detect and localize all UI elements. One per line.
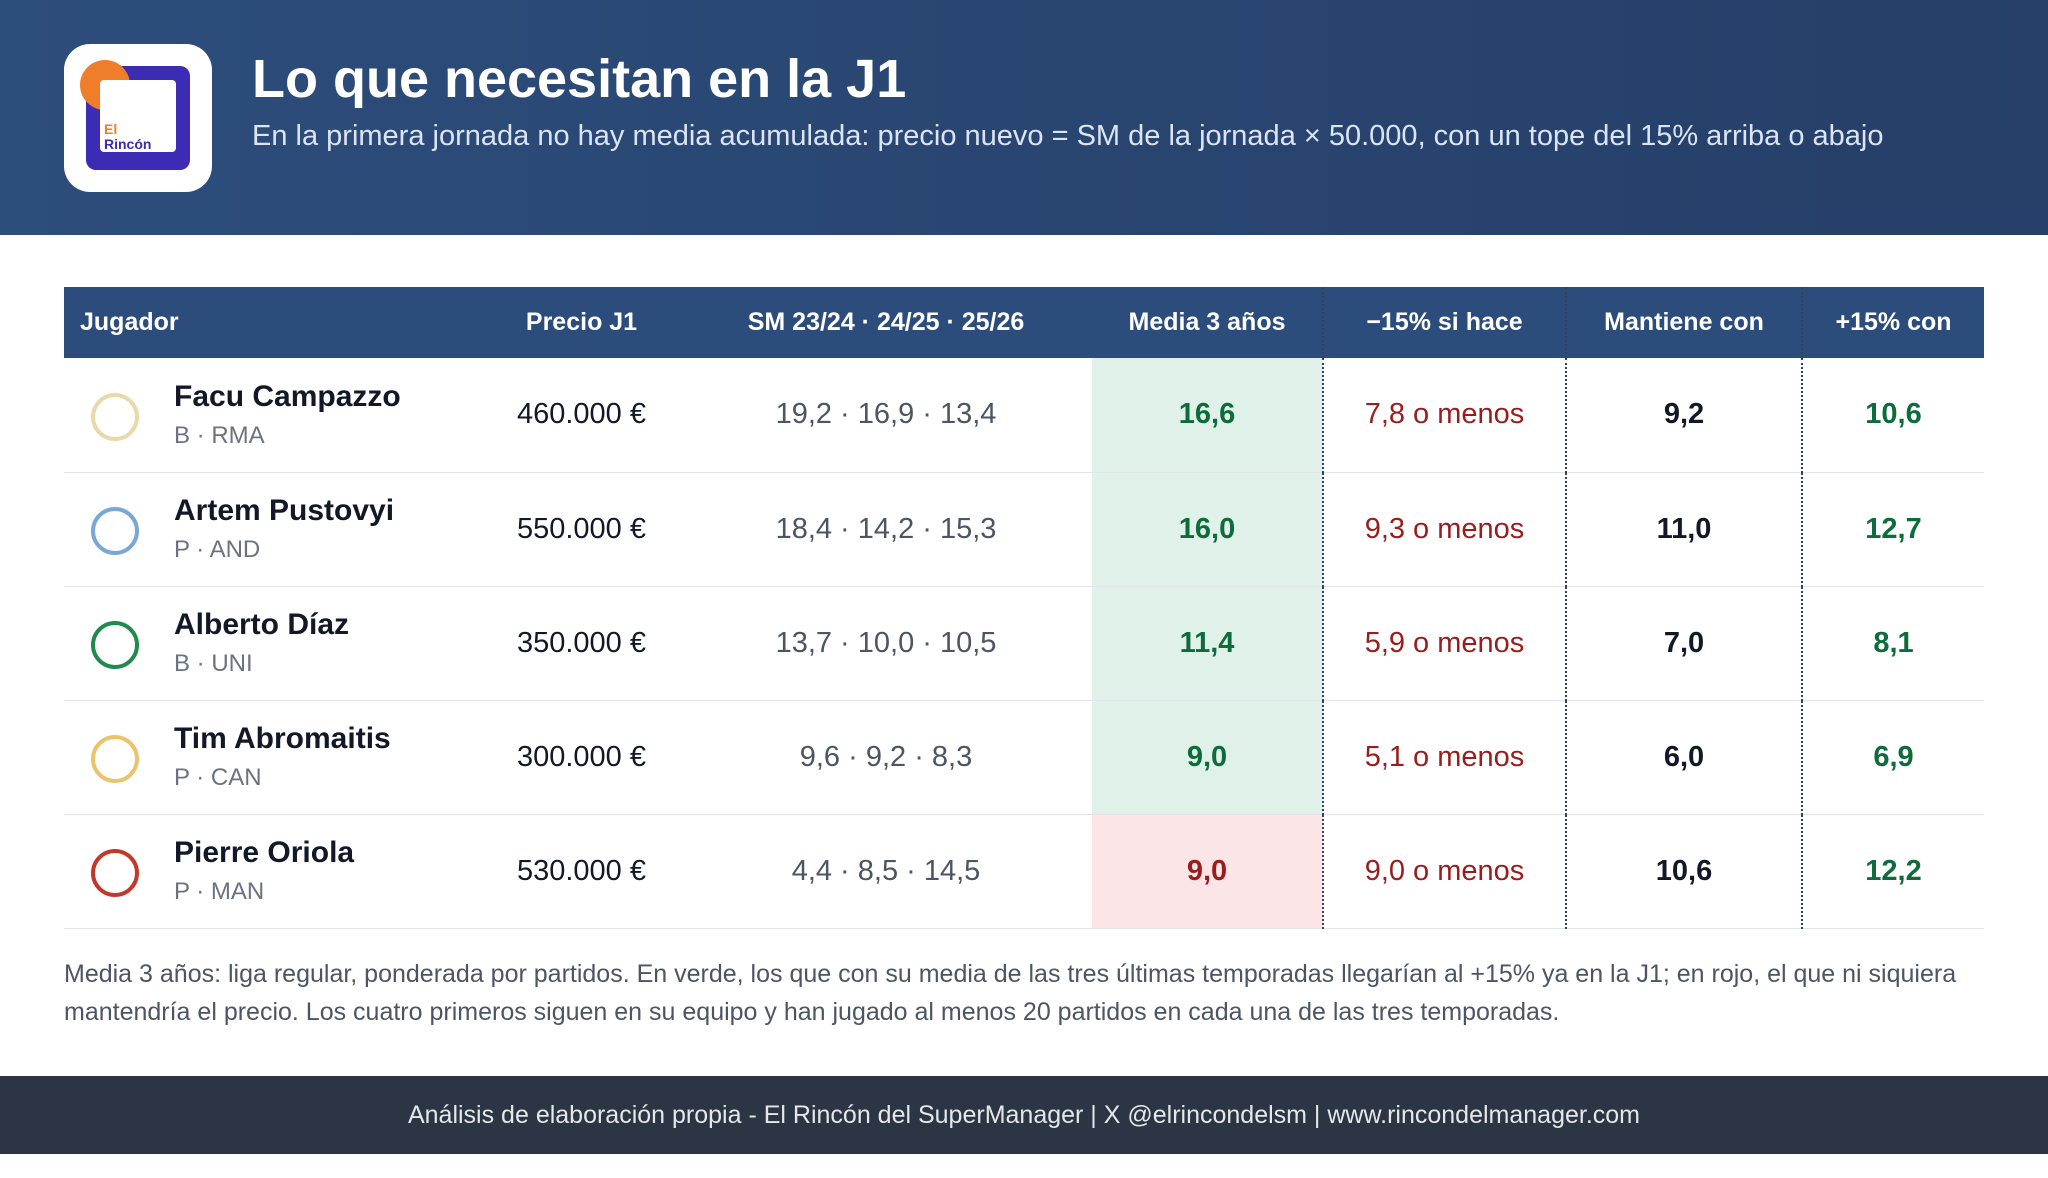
player-name: Facu Campazzo bbox=[174, 379, 401, 413]
table-row: Pierre Oriola P · MAN 530.000 €4,4 · 8,5 ·… bbox=[64, 814, 1984, 929]
note: Media 3 años: liga regular, ponderada po… bbox=[64, 960, 1957, 1026]
footer-text: Análisis de elaboración propia - El Rinc… bbox=[407, 1100, 1641, 1129]
player: Pierre Oriola P · MAN bbox=[64, 836, 483, 906]
minus-15: 9,3 o menos bbox=[1322, 472, 1566, 587]
player-cell: Tim Abromaitis P · CAN bbox=[64, 700, 483, 815]
table-row: Facu Campazzo B · RMA 460.000 €19,2 · 16,9… bbox=[64, 358, 1984, 473]
keep: 6,0 bbox=[1565, 700, 1802, 815]
header: El Rincón Lo que necesitan en la J1 En la… bbox=[0, 0, 2048, 235]
player-meta: P · CAN bbox=[174, 764, 262, 791]
team-logo bbox=[91, 507, 139, 555]
sm-history: 4,4 · 8,5 · 14,5 bbox=[680, 814, 1092, 929]
price: 350.000 € bbox=[483, 586, 680, 701]
plus-15: 6,9 bbox=[1801, 700, 1984, 815]
plus-15: 12,2 bbox=[1801, 814, 1984, 929]
column-header: +15% con bbox=[1801, 287, 1984, 358]
player-info: Alberto Díaz B · UNI bbox=[174, 608, 349, 678]
table-row: Tim Abromaitis P · CAN 300.000 €9,6 · 9,2 … bbox=[64, 700, 1984, 815]
team-logo bbox=[91, 735, 139, 783]
table-row: Alberto Díaz B · UNI 350.000 €13,7 · 10,0 … bbox=[64, 586, 1984, 701]
minus-15: 7,8 o menos bbox=[1322, 358, 1566, 473]
header-row: Jugador Precio J1 SM 23/24 · 24/25 · 25/26… bbox=[64, 287, 1984, 358]
minus-15: 5,9 o menos bbox=[1322, 586, 1566, 701]
media: 9,0 bbox=[1092, 814, 1323, 929]
footer: Análisis de elaboración propia - El Rinc… bbox=[0, 1076, 2048, 1154]
plus-15: 8,1 bbox=[1801, 586, 1984, 701]
player: Alberto Díaz B · UNI bbox=[64, 608, 483, 678]
minus-15: 5,1 o menos bbox=[1322, 700, 1566, 815]
media: 9,0 bbox=[1092, 700, 1323, 815]
team-logo bbox=[91, 621, 139, 669]
logo-text: El bbox=[104, 121, 118, 137]
player-meta: P · AND bbox=[174, 536, 261, 563]
team-logo-shape bbox=[91, 735, 139, 783]
player-cell: Artem Pustovyi P · AND bbox=[64, 472, 483, 587]
media: 16,0 bbox=[1092, 472, 1323, 587]
minus-15: 9,0 o menos bbox=[1322, 814, 1566, 929]
keep: 7,0 bbox=[1565, 586, 1802, 701]
player-meta: B · UNI bbox=[174, 650, 253, 677]
table: Jugador Precio J1 SM 23/24 · 24/25 · 25/26… bbox=[64, 287, 1984, 929]
sm-history: 9,6 · 9,2 · 8,3 bbox=[680, 700, 1092, 815]
column-header: Mantiene con bbox=[1565, 287, 1802, 358]
plus-15: 10,6 bbox=[1801, 358, 1984, 473]
logo-text: Rincón bbox=[104, 136, 152, 152]
sm-history: 13,7 · 10,0 · 10,5 bbox=[680, 586, 1092, 701]
keep: 11,0 bbox=[1565, 472, 1802, 587]
player-meta: P · MAN bbox=[174, 878, 265, 905]
price: 460.000 € bbox=[483, 358, 680, 473]
media: 11,4 bbox=[1092, 586, 1323, 701]
price: 300.000 € bbox=[483, 700, 680, 815]
player-name: Tim Abromaitis bbox=[174, 722, 391, 755]
team-logo-shape bbox=[91, 507, 139, 555]
player-info: Artem Pustovyi P · AND bbox=[174, 494, 394, 564]
team-logo-shape bbox=[91, 621, 139, 669]
player-cell: Alberto Díaz B · UNI bbox=[64, 586, 483, 701]
player: Facu Campazzo B · RMA bbox=[64, 380, 483, 450]
column-header: −15% si hace bbox=[1322, 287, 1566, 358]
player-info: Pierre Oriola P · MAN bbox=[174, 836, 354, 906]
price: 530.000 € bbox=[483, 814, 680, 929]
team-logo-shape bbox=[91, 392, 139, 441]
title: Lo que necesitan en la J1 bbox=[252, 49, 907, 109]
plus-15: 12,7 bbox=[1801, 472, 1984, 587]
sm-history: 19,2 · 16,9 · 13,4 bbox=[680, 358, 1092, 473]
player: Artem Pustovyi P · AND bbox=[64, 494, 483, 564]
logo: El Rincón bbox=[64, 44, 212, 192]
player-info: Facu Campazzo B · RMA bbox=[174, 380, 401, 450]
player-name: Pierre Oriola bbox=[174, 836, 355, 869]
column-header: SM 23/24 · 24/25 · 25/26 bbox=[680, 287, 1092, 358]
player-meta: B · RMA bbox=[174, 421, 265, 449]
player: Tim Abromaitis P · CAN bbox=[64, 722, 483, 792]
player-cell: Facu Campazzo B · RMA bbox=[64, 358, 483, 473]
team-logo-shape bbox=[91, 849, 139, 897]
media: 16,6 bbox=[1092, 358, 1323, 473]
column-header: Precio J1 bbox=[483, 287, 680, 358]
sm-history: 18,4 · 14,2 · 15,3 bbox=[680, 472, 1092, 587]
player-name: Alberto Díaz bbox=[174, 608, 350, 641]
team-logo bbox=[91, 849, 139, 897]
table-row: Artem Pustovyi P · AND 550.000 €18,4 · 14,… bbox=[64, 472, 1984, 587]
player-info: Tim Abromaitis P · CAN bbox=[174, 722, 391, 792]
team-logo bbox=[91, 392, 139, 441]
column-header: Jugador bbox=[64, 287, 483, 358]
keep: 10,6 bbox=[1565, 814, 1802, 929]
player-cell: Pierre Oriola P · MAN bbox=[64, 814, 483, 929]
column-header: Media 3 años bbox=[1092, 287, 1323, 358]
subtitle: En la primera jornada no hay media acumu… bbox=[252, 120, 1884, 152]
price: 550.000 € bbox=[483, 472, 680, 587]
player-name: Artem Pustovyi bbox=[174, 494, 395, 527]
keep: 9,2 bbox=[1565, 358, 1802, 473]
